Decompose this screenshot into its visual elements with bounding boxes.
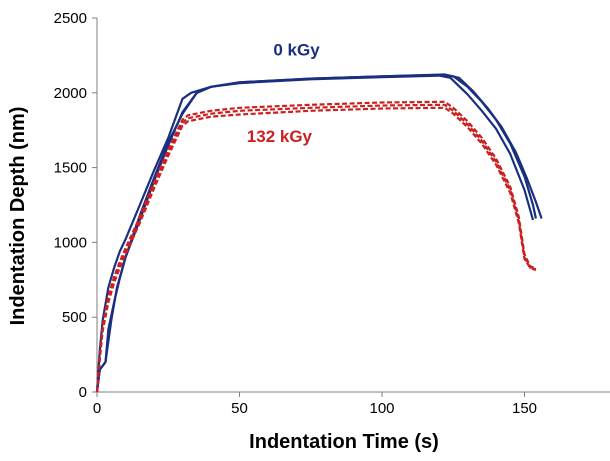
series-line-2 [95,73,537,393]
axes: 0 500 1000 1500 2000 2500 0 50 100 150 [54,10,610,417]
x-tick-label: 150 [512,400,537,417]
x-tick-label: 0 [93,400,101,417]
y-tick-label: 1000 [54,234,87,251]
y-tick-label: 1500 [54,160,87,177]
series-line-5 [95,106,537,393]
y-tick-label: 500 [62,309,87,326]
y-tick-label: 0 [79,384,87,401]
annotation-label-1: 0 kGy [273,40,320,59]
annotation-layer: 0 kGy 132 kGy [247,40,320,146]
y-axis-title: Indentation Depth (nm) [7,107,29,326]
series-line-3 [95,73,543,393]
x-tick-label: 100 [369,400,394,417]
series-layer [95,73,543,393]
x-axis-title: Indentation Time (s) [249,431,439,453]
y-tick-label: 2000 [54,85,87,102]
annotation-label-2: 132 kGy [247,127,313,146]
x-tick-label: 50 [231,400,248,417]
series-line-1 [95,74,535,393]
series-line-6 [95,100,537,393]
y-tick-label: 2500 [54,10,87,27]
